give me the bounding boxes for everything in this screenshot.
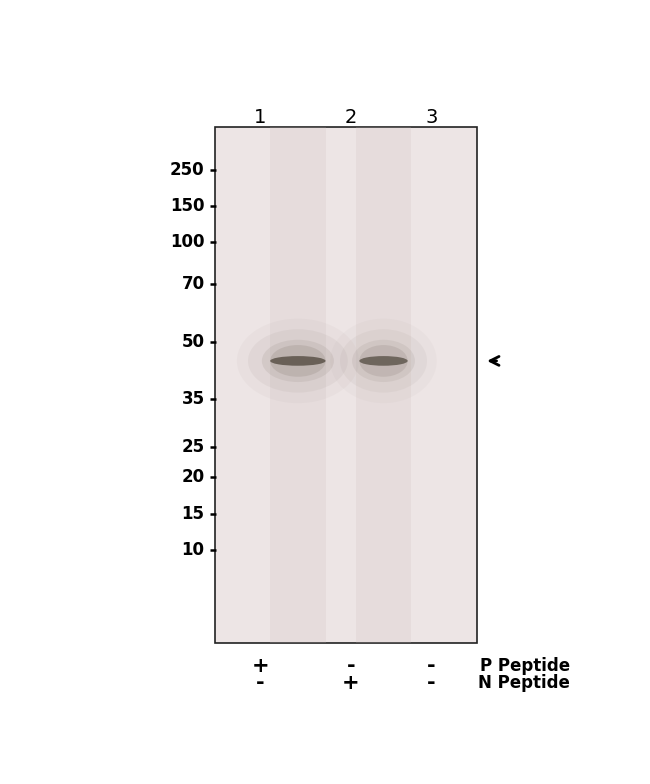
Text: N Peptide: N Peptide [478,673,570,691]
Text: 100: 100 [170,233,205,251]
Text: -: - [427,655,436,676]
Text: 2: 2 [344,107,357,126]
Text: 20: 20 [181,468,205,486]
Text: +: + [342,673,359,693]
Ellipse shape [359,345,408,377]
Ellipse shape [359,356,408,365]
Text: 50: 50 [181,332,205,350]
Ellipse shape [248,329,348,393]
Ellipse shape [330,318,437,403]
Ellipse shape [237,318,359,403]
Text: 3: 3 [425,107,437,126]
Text: -: - [346,655,355,676]
Text: P Peptide: P Peptide [480,657,570,675]
Bar [214,127,476,644]
Bar [270,127,326,644]
Ellipse shape [352,339,415,382]
Text: 70: 70 [181,275,205,293]
Ellipse shape [340,329,427,393]
Text: 250: 250 [170,161,205,179]
Text: 1: 1 [254,107,266,126]
Text: -: - [427,673,436,693]
Text: 35: 35 [181,390,205,408]
Text: 150: 150 [170,197,205,215]
Text: -: - [255,673,265,693]
Text: 15: 15 [181,505,205,523]
Text: +: + [252,655,269,676]
Text: 25: 25 [181,438,205,456]
Ellipse shape [262,339,334,382]
Text: 10: 10 [181,541,205,559]
Ellipse shape [270,345,326,377]
Ellipse shape [270,356,326,365]
Bar [356,127,411,644]
